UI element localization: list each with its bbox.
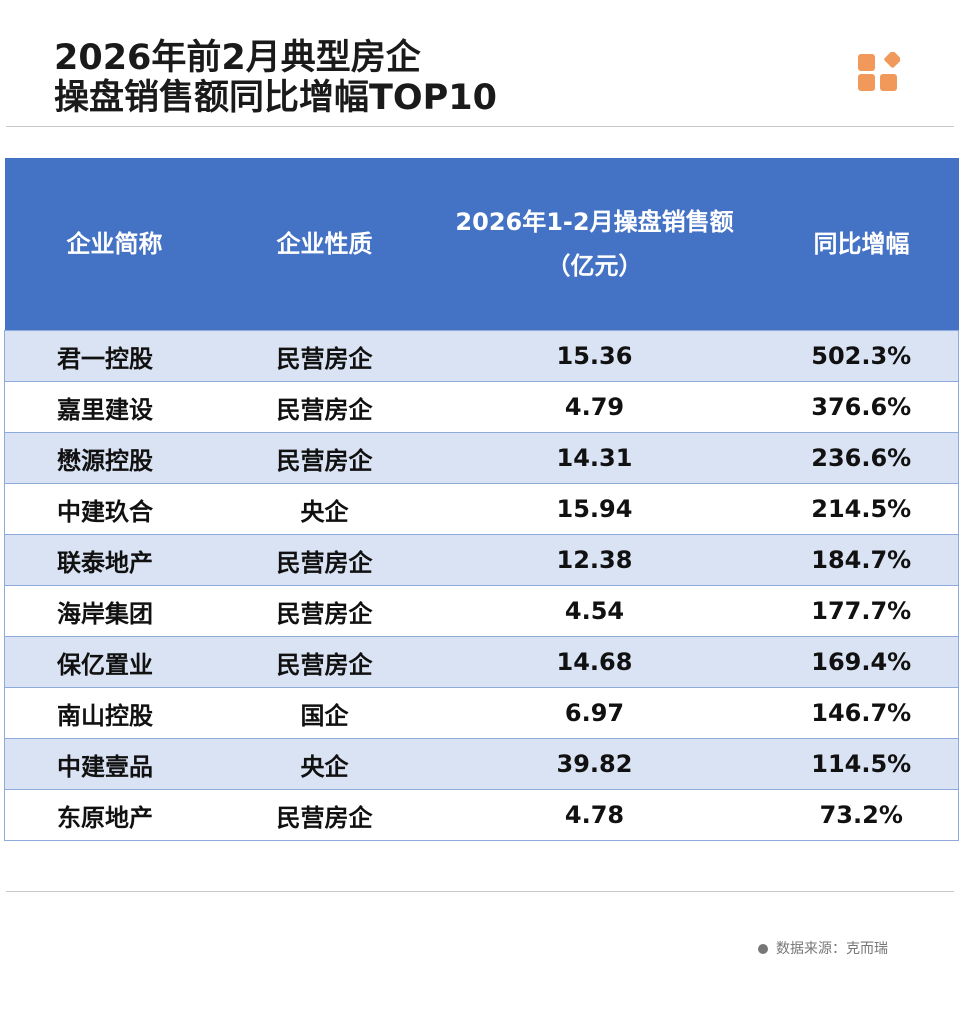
col-header-sales: 2026年1-2月操盘销售额 （亿元） [424, 158, 765, 331]
cell-company: 保亿置业 [4, 636, 225, 688]
page-title: 2026年前2月典型房企 操盘销售额同比增幅TOP10 [54, 38, 497, 118]
cell-growth: 73.2% [764, 789, 959, 841]
table-row: 懋源控股 民营房企 14.31 236.6% [4, 432, 959, 484]
cell-type: 民营房企 [224, 636, 425, 688]
cell-type: 民营房企 [224, 534, 425, 586]
cell-company: 东原地产 [4, 789, 225, 841]
cell-sales: 12.38 [424, 534, 765, 586]
cell-company: 南山控股 [4, 687, 225, 739]
table-row: 君一控股 民营房企 15.36 502.3% [4, 330, 959, 382]
cell-company: 懋源控股 [4, 432, 225, 484]
cell-growth: 236.6% [764, 432, 959, 484]
table-row: 海岸集团 民营房企 4.54 177.7% [4, 585, 959, 637]
cell-sales: 4.79 [424, 381, 765, 433]
table-row: 嘉里建设 民营房企 4.79 376.6% [4, 381, 959, 433]
top-divider [6, 126, 954, 127]
cell-growth: 114.5% [764, 738, 959, 790]
table-row: 东原地产 民营房企 4.78 73.2% [4, 789, 959, 841]
cell-growth: 169.4% [764, 636, 959, 688]
cell-growth: 214.5% [764, 483, 959, 535]
cell-sales: 15.94 [424, 483, 765, 535]
cell-type: 国企 [224, 687, 425, 739]
cell-company: 海岸集团 [4, 585, 225, 637]
table-header-row: 企业简称 企业性质 2026年1-2月操盘销售额 （亿元） 同比增幅 [4, 158, 959, 331]
cell-type: 民营房企 [224, 789, 425, 841]
cell-type: 民营房企 [224, 432, 425, 484]
cell-type: 民营房企 [224, 330, 425, 382]
cell-sales: 4.54 [424, 585, 765, 637]
cell-sales: 14.31 [424, 432, 765, 484]
cell-type: 民营房企 [224, 381, 425, 433]
cell-growth: 177.7% [764, 585, 959, 637]
table-row: 南山控股 国企 6.97 146.7% [4, 687, 959, 739]
cell-sales: 14.68 [424, 636, 765, 688]
col-header-name: 企业简称 [4, 158, 225, 331]
cell-growth: 146.7% [764, 687, 959, 739]
table-row: 中建壹品 央企 39.82 114.5% [4, 738, 959, 790]
data-source-text: 数据来源：克而瑞 [776, 941, 888, 957]
cell-type: 央企 [224, 738, 425, 790]
table-row: 中建玖合 央企 15.94 214.5% [4, 483, 959, 535]
cell-company: 中建壹品 [4, 738, 225, 790]
cell-type: 民营房企 [224, 585, 425, 637]
col-header-type: 企业性质 [224, 158, 425, 331]
brand-logo-icon [858, 52, 900, 91]
data-source: 数据来源：克而瑞 [758, 938, 888, 958]
cell-company: 联泰地产 [4, 534, 225, 586]
title-line-2: 操盘销售额同比增幅TOP10 [54, 78, 497, 118]
cell-growth: 376.6% [764, 381, 959, 433]
bottom-divider [6, 891, 954, 892]
col-header-sales-label: 2026年1-2月操盘销售额 [455, 208, 734, 236]
col-header-sales-unit: （亿元） [546, 252, 643, 280]
cell-type: 央企 [224, 483, 425, 535]
ranking-table: 企业简称 企业性质 2026年1-2月操盘销售额 （亿元） 同比增幅 君一控股民… [4, 158, 959, 841]
cell-sales: 39.82 [424, 738, 765, 790]
cell-company: 中建玖合 [4, 483, 225, 535]
title-line-1: 2026年前2月典型房企 [54, 38, 421, 78]
cell-growth: 184.7% [764, 534, 959, 586]
bullet-icon [758, 944, 768, 954]
cell-sales: 15.36 [424, 330, 765, 382]
cell-sales: 4.78 [424, 789, 765, 841]
col-header-growth: 同比增幅 [764, 158, 959, 331]
cell-company: 君一控股 [4, 330, 225, 382]
cell-sales: 6.97 [424, 687, 765, 739]
table-row: 联泰地产 民营房企 12.38 184.7% [4, 534, 959, 586]
cell-company: 嘉里建设 [4, 381, 225, 433]
cell-growth: 502.3% [764, 330, 959, 382]
table-row: 保亿置业 民营房企 14.68 169.4% [4, 636, 959, 688]
